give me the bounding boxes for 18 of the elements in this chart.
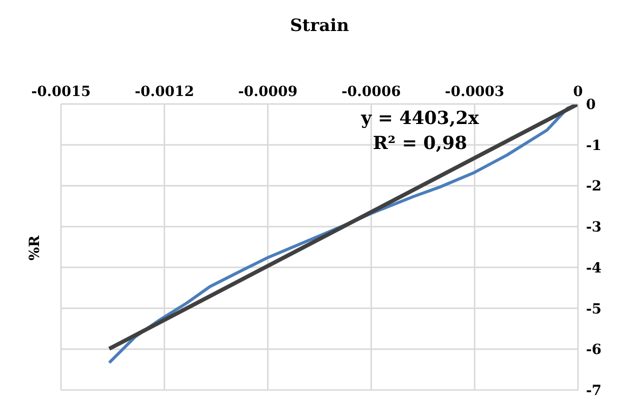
- annotation: y = 4403,2x: [360, 108, 480, 129]
- x-tick-label: 0: [573, 84, 584, 100]
- x-tick-label: -0.0006: [342, 84, 401, 100]
- y-tick-label: -5: [586, 301, 602, 318]
- y-tick-label: 0: [586, 96, 596, 113]
- x-tick-label: -0.0015: [31, 84, 91, 100]
- y-tick-label: -2: [586, 178, 602, 195]
- annotation: R² = 0,98: [372, 133, 468, 154]
- x-axis-title: Strain: [289, 16, 350, 36]
- y-tick-label: -6: [586, 342, 602, 358]
- y-tick-label: -7: [586, 382, 602, 399]
- x-tick-label: -0.0012: [134, 84, 194, 100]
- y-axis-title: %R: [27, 236, 43, 260]
- y-tick-label: -4: [586, 260, 602, 276]
- x-tick-label: -0.0009: [238, 84, 298, 100]
- y-tick-label: -3: [586, 220, 602, 236]
- y-tick-label: -1: [586, 138, 602, 154]
- x-tick-label: -0.0003: [444, 84, 504, 100]
